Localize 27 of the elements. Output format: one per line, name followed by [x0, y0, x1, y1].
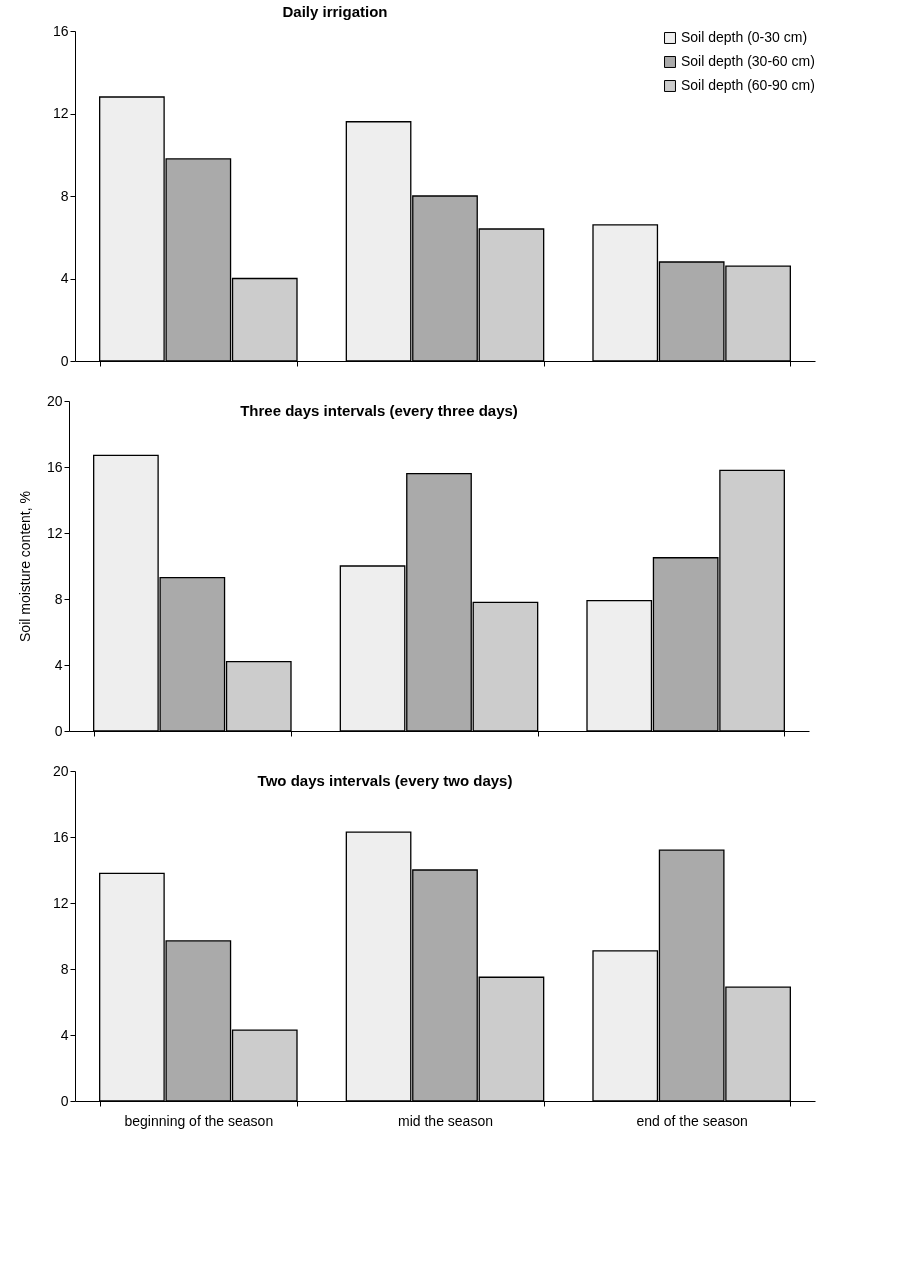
x-tick-label: end of the season	[636, 1112, 748, 1129]
y-tick-label: 12	[52, 894, 69, 911]
y-tick-label: 0	[60, 1092, 69, 1109]
x-tick-label: mid the season	[398, 1112, 493, 1129]
y-tick-label: 16	[52, 22, 69, 39]
y-tick-label: 20	[46, 392, 63, 409]
y-tick-label: 8	[54, 590, 63, 607]
y-tick-label: 8	[60, 960, 69, 977]
y-tick-label: 12	[46, 524, 63, 541]
y-tick-label: 4	[60, 270, 69, 286]
y-tick-label: 4	[60, 1026, 69, 1043]
legend-label: Soil depth (0-30 cm)	[681, 29, 808, 45]
legend-label: Soil depth (30-60 cm)	[681, 53, 815, 69]
chart-title: Daily irrigation	[282, 3, 388, 20]
y-tick-label: 8	[60, 187, 69, 204]
y-tick-label: 20	[52, 762, 69, 779]
chart-title: Three days intervals (every three days)	[240, 402, 518, 419]
chart-title: Two days intervals (every two days)	[257, 772, 513, 789]
y-tick-label: 0	[60, 352, 69, 369]
x-tick-label: beginning of the season	[124, 1112, 274, 1129]
y-tick-label: 16	[46, 458, 63, 475]
legend-label: Soil depth (60-90 cm)	[681, 77, 815, 93]
y-tick-label: 12	[52, 105, 69, 121]
y-tick-label: 16	[52, 828, 69, 845]
y-tick-label: 0	[54, 722, 63, 739]
y-axis-title: Soil moisture content, %	[16, 491, 33, 642]
y-tick-label: 4	[54, 656, 63, 673]
